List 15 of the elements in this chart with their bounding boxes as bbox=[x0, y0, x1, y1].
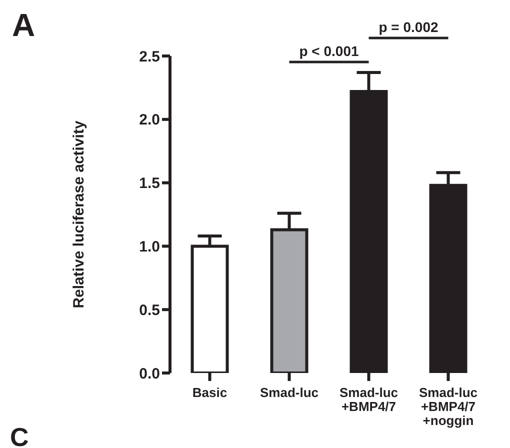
y-axis-title: Relative luciferase activity bbox=[70, 120, 88, 308]
text: C bbox=[10, 422, 29, 448]
x-tick-label: Basic bbox=[192, 385, 228, 400]
y-tick-label: 1.5 bbox=[139, 175, 160, 192]
annotation: p < 0.001 bbox=[299, 43, 359, 59]
x-tick-label: Smad-luc +BMP4/7 +noggin bbox=[418, 385, 478, 428]
y-tick-label: 1.0 bbox=[139, 238, 160, 256]
x-tick-label: Smad-luc bbox=[260, 385, 319, 400]
y-tick-label: 0.5 bbox=[139, 302, 160, 319]
y-tick-label: 2.0 bbox=[139, 112, 160, 129]
y-tick-label: 0.0 bbox=[139, 365, 160, 382]
text: A bbox=[12, 7, 36, 43]
y-tick-label: 2.5 bbox=[139, 48, 160, 66]
x-tick-label: Smad-luc +BMP4/7 bbox=[339, 385, 398, 414]
text: p = 0.002 bbox=[378, 19, 438, 35]
